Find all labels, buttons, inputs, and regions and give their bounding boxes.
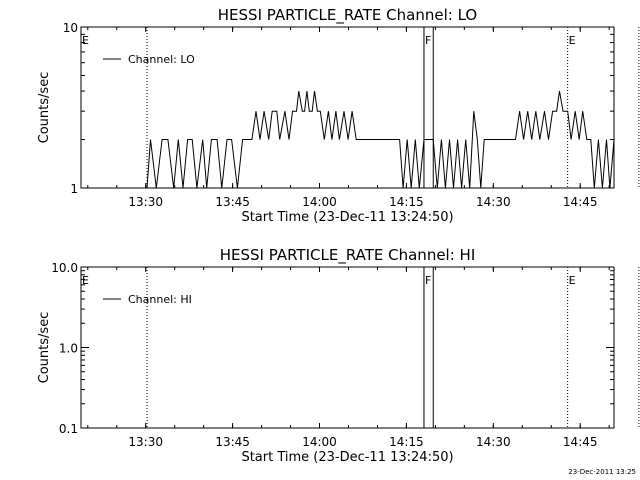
x-tick-label: 14:00 — [302, 435, 337, 449]
footer-timestamp: 23-Dec-2011 13:25 — [568, 468, 636, 476]
x-axis-label: Start Time (23-Dec-11 13:24:50) — [241, 210, 453, 225]
x-tick-label: 13:30 — [128, 435, 163, 449]
x-tick-label: 14:15 — [389, 435, 424, 449]
series-line — [146, 91, 615, 189]
chart-title: HESSI PARTICLE_RATE Channel: LO — [218, 6, 477, 25]
panel-hi-channel: HESSI PARTICLE_RATE Channel: HI 13:30 13:4… — [37, 246, 640, 465]
y-axis-label: Counts/sec — [37, 312, 52, 384]
marker-label: E — [569, 274, 576, 287]
x-tick-label: 14:45 — [563, 435, 598, 449]
x-tick-label: 13:30 — [128, 195, 163, 209]
legend-label: Channel: HI — [128, 293, 192, 306]
x-axis-label: Start Time (23-Dec-11 13:24:50) — [241, 450, 453, 465]
x-tick-label: 14:45 — [563, 195, 598, 209]
marker-label: F — [425, 34, 431, 47]
plot-frame — [80, 26, 615, 189]
x-tick-label: 13:45 — [215, 435, 250, 449]
plot-frame — [80, 266, 615, 429]
marker-label-start: E — [82, 274, 89, 287]
x-tick-label: 13:45 — [215, 195, 250, 209]
chart-title: HESSI PARTICLE_RATE Channel: HI — [220, 246, 476, 265]
marker-label: F — [425, 274, 431, 287]
marker-label: E — [569, 34, 576, 47]
marker-label-start: E — [82, 34, 89, 47]
y-axis-label: Counts/sec — [37, 72, 52, 144]
x-tick-label: 14:15 — [389, 195, 424, 209]
panel-lo-channel: HESSI PARTICLE_RATE Channel: LO 13:30 13:4… — [37, 6, 640, 225]
x-tick-label: 14:30 — [476, 195, 511, 209]
x-tick-label: 14:30 — [476, 435, 511, 449]
legend-label: Channel: LO — [128, 53, 195, 66]
y-tick-label: 0.1 — [59, 422, 78, 436]
y-tick-label: 10.0 — [51, 261, 78, 275]
x-tick-label: 14:00 — [302, 195, 337, 209]
y-tick-label: 1 — [70, 182, 78, 196]
y-tick-label: 1.0 — [59, 342, 78, 356]
y-tick-label: 10 — [63, 21, 78, 35]
